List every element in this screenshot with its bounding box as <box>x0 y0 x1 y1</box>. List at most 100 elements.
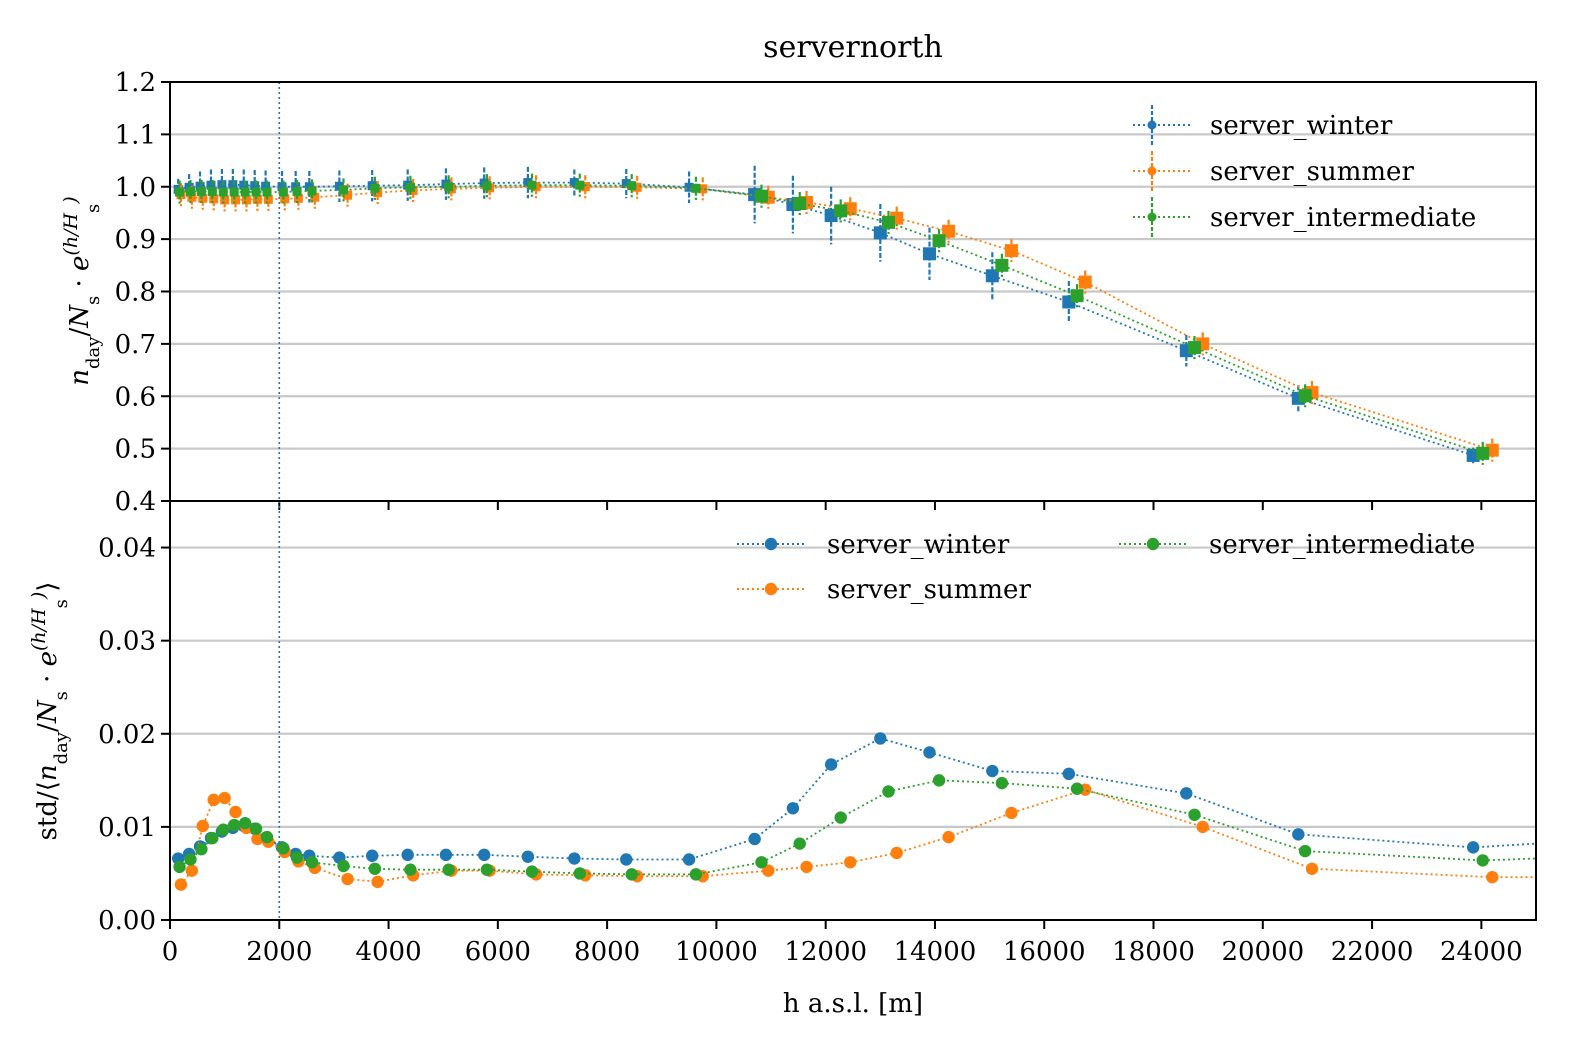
data-point <box>575 180 585 190</box>
data-point <box>196 186 206 196</box>
data-point <box>890 846 903 860</box>
x-tick-label: 10000 <box>675 937 758 967</box>
data-point <box>206 180 216 190</box>
legend-marker <box>764 537 778 551</box>
data-point <box>754 189 768 203</box>
data-point <box>305 856 319 869</box>
axes-frame <box>169 500 1537 921</box>
data-point <box>240 187 250 197</box>
y-tick-label: 0.4 <box>115 487 156 517</box>
data-point <box>932 234 946 248</box>
data-point <box>439 848 453 862</box>
data-point <box>824 758 838 771</box>
x-tick-label: 22000 <box>1331 937 1414 967</box>
data-point <box>748 832 761 846</box>
data-point <box>291 182 301 192</box>
y-tick-label: 0.6 <box>115 382 156 412</box>
data-point <box>793 837 806 850</box>
data-point <box>1476 854 1489 867</box>
y-tick-label: 0.9 <box>115 225 156 255</box>
legend-label: server_winter <box>1210 111 1393 141</box>
x-tick-label: 4000 <box>355 937 421 967</box>
legend-label: server_intermediate <box>1209 530 1475 560</box>
data-point <box>698 184 708 194</box>
legend-marker <box>1147 166 1157 176</box>
data-point <box>220 195 230 205</box>
data-point <box>228 180 238 190</box>
data-point <box>689 868 703 881</box>
legend-top: server_winter server_summer server_interme… <box>1133 105 1476 237</box>
data-point <box>755 856 768 869</box>
x-tick-label: 24000 <box>1440 937 1523 967</box>
y-tick-label: 0.02 <box>98 720 156 750</box>
y-tick-label: 0.00 <box>98 906 156 936</box>
data-point <box>482 181 492 191</box>
data-point <box>207 793 220 807</box>
data-point <box>1180 787 1193 800</box>
data-point <box>1196 820 1209 834</box>
data-point <box>786 802 800 815</box>
chart-title: servernorth <box>763 30 943 65</box>
legend-label: server_summer <box>1210 157 1414 187</box>
data-point <box>239 180 249 190</box>
y-tick-label: 0.04 <box>98 534 156 564</box>
data-point <box>229 187 239 197</box>
legend-marker <box>1147 120 1157 130</box>
data-point <box>184 853 197 866</box>
y-axis-label-top: nday/Ns · e(h/Hs) <box>60 196 104 385</box>
data-point <box>632 182 642 192</box>
data-point <box>278 187 288 197</box>
data-point <box>365 849 379 862</box>
data-point <box>277 182 287 192</box>
data-point <box>625 868 638 881</box>
data-point <box>1004 244 1018 258</box>
data-point <box>174 878 188 891</box>
data-point <box>682 853 696 866</box>
data-point <box>684 182 694 192</box>
x-tick-label: 0 <box>162 937 179 967</box>
data-point <box>477 848 491 862</box>
data-point <box>942 830 955 844</box>
data-point <box>1062 767 1076 781</box>
data-point <box>922 247 936 261</box>
legend-marker <box>1147 212 1157 222</box>
y-tick-label: 1.1 <box>115 120 156 150</box>
data-point <box>231 195 241 205</box>
data-point <box>293 193 303 203</box>
data-point <box>620 853 633 866</box>
x-tick-label: 12000 <box>784 937 867 967</box>
data-point <box>217 180 227 190</box>
data-point <box>371 875 384 889</box>
plot-area <box>171 732 1536 891</box>
data-point <box>262 187 272 197</box>
y-tick-label: 1.2 <box>115 68 156 98</box>
data-point <box>691 183 701 193</box>
data-point <box>228 818 241 832</box>
data-point <box>218 187 228 197</box>
data-point <box>401 848 414 862</box>
x-tick-label: 8000 <box>574 937 640 967</box>
data-point <box>185 864 199 877</box>
data-point <box>187 192 197 202</box>
legend-label: server_summer <box>827 575 1031 605</box>
data-point <box>480 863 494 876</box>
x-tick-label: 6000 <box>465 937 531 967</box>
data-point <box>442 863 455 876</box>
legend-label: server_intermediate <box>1210 203 1476 233</box>
data-point <box>260 830 274 844</box>
x-tick-label: 18000 <box>1112 937 1195 967</box>
data-point <box>1070 289 1084 303</box>
data-point <box>444 182 454 192</box>
data-point <box>310 192 320 202</box>
data-point <box>985 269 999 283</box>
data-point <box>280 194 290 204</box>
data-point <box>218 791 231 805</box>
data-point <box>196 819 209 833</box>
plot-area <box>173 165 1499 465</box>
data-point <box>241 195 251 205</box>
x-tick-label: 20000 <box>1221 937 1304 967</box>
data-point <box>1466 841 1480 854</box>
data-point <box>874 732 887 745</box>
data-point <box>251 832 264 846</box>
